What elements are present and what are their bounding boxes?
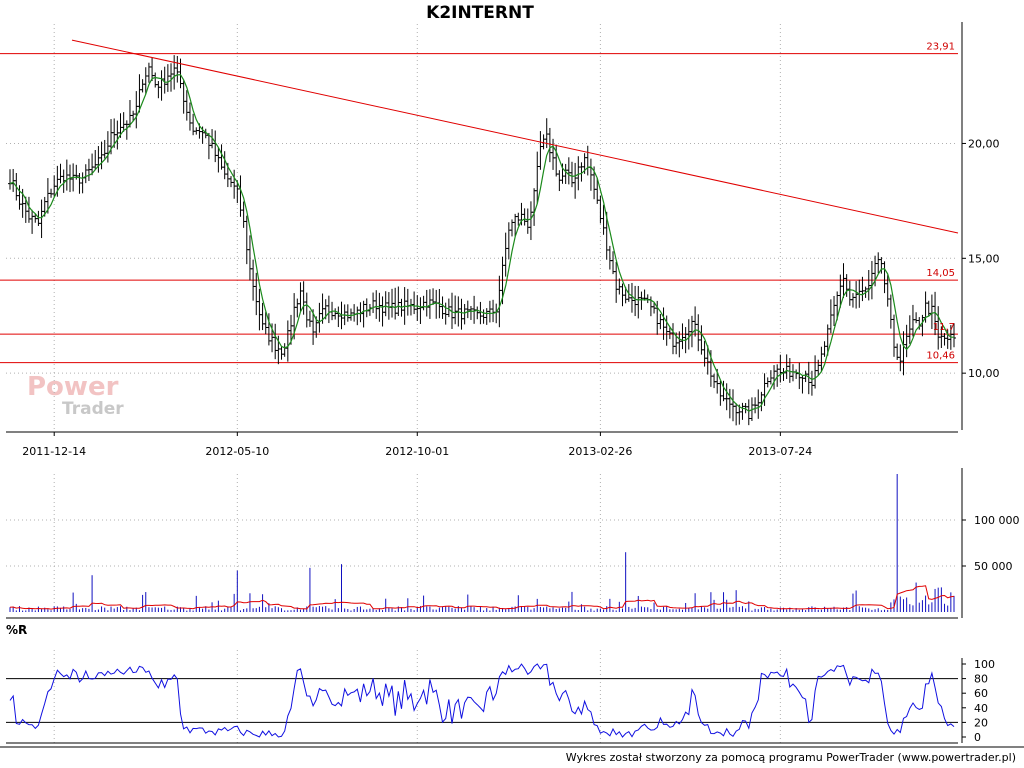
williams-r-line bbox=[9, 663, 955, 738]
price-levels bbox=[0, 53, 958, 364]
price-level-label: 11,7 bbox=[933, 322, 955, 333]
logo-text-power: Power bbox=[27, 372, 119, 402]
price-bar bbox=[952, 323, 956, 348]
volume-y-axis: 50 000 100 000 bbox=[961, 468, 1020, 618]
chart-title: K2INTERNT bbox=[426, 3, 534, 23]
volume-panel: 50 000 100 000 bbox=[6, 468, 1020, 619]
price-y-tick-label: 15,00 bbox=[968, 252, 1000, 265]
volume-grid bbox=[6, 474, 958, 619]
price-grid bbox=[6, 24, 958, 432]
price-level-label: 14,05 bbox=[926, 268, 955, 279]
price-x-tick-label: 2013-07-24 bbox=[748, 445, 812, 458]
price-level-label: 23,91 bbox=[926, 42, 955, 53]
powertrader-logo: Power Trader bbox=[27, 372, 124, 419]
volume-y-tick-label: 50 000 bbox=[974, 560, 1013, 573]
price-y-axis: 10,00 15,00 20,00 bbox=[961, 22, 1000, 430]
price-moving-average-line bbox=[9, 74, 955, 412]
williams-r-y-tick-label: 20 bbox=[974, 716, 988, 729]
logo-text-trader: Trader bbox=[62, 399, 124, 419]
williams-r-y-tick-label: 80 bbox=[974, 673, 988, 686]
price-y-tick-label: 10,00 bbox=[968, 367, 1000, 380]
price-x-tick-label: 2012-10-01 bbox=[385, 445, 449, 458]
price-y-tick-label: 20,00 bbox=[968, 137, 1000, 150]
price-panel: 23,91 14,05 11,7 10,46 10,00 15,00 20,00 2011… bbox=[0, 22, 1000, 458]
williams-r-y-tick-label: 40 bbox=[974, 702, 988, 715]
price-bars bbox=[8, 55, 956, 426]
williams-r-y-tick-label: 60 bbox=[974, 687, 988, 700]
williams-r-y-tick-label: 0 bbox=[974, 731, 981, 744]
price-x-tick-label: 2011-12-14 bbox=[22, 445, 86, 458]
price-x-tick-label: 2012-05-10 bbox=[205, 445, 269, 458]
price-level-labels: 23,91 14,05 11,7 10,46 bbox=[926, 42, 955, 362]
williams-r-grid bbox=[6, 650, 958, 744]
williams-r-y-tick-label: 100 bbox=[974, 658, 995, 671]
price-level-label: 10,46 bbox=[926, 351, 955, 362]
price-x-tick-label: 2013-02-26 bbox=[568, 445, 632, 458]
footer-credit: Wykres został stworzony za pomocą progra… bbox=[566, 751, 1016, 764]
trend-line bbox=[71, 39, 959, 234]
williams-r-label: %R bbox=[6, 623, 27, 637]
williams-r-reference-levels bbox=[6, 678, 958, 723]
volume-average-line bbox=[9, 585, 955, 610]
volume-y-tick-label: 100 000 bbox=[974, 514, 1020, 527]
price-x-axis: 2011-12-14 2012-05-10 2012-10-01 2013-02-26… bbox=[6, 431, 958, 458]
